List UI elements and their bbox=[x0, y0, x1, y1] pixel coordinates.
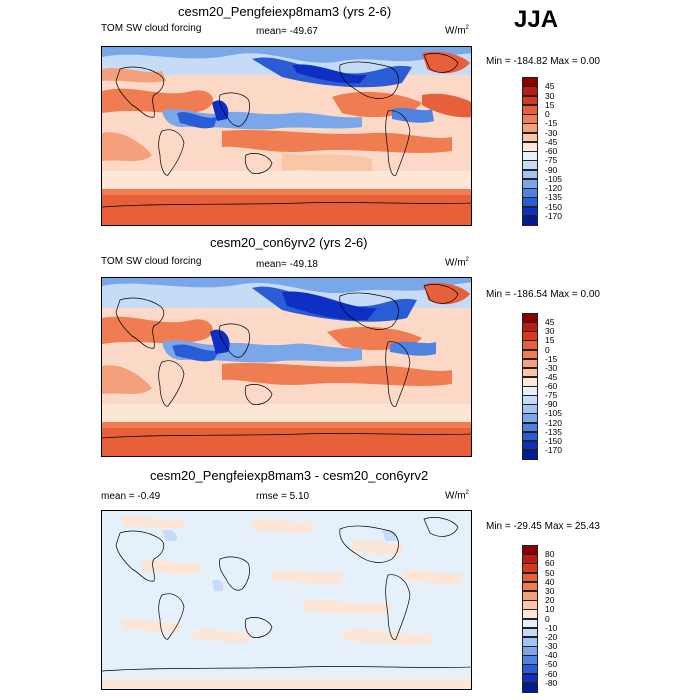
colorbar-2-tick-label: 15 bbox=[545, 335, 555, 346]
panel-3-colorbar bbox=[522, 545, 538, 693]
colorbar-1-tick-label: 0 bbox=[545, 109, 550, 119]
colorbar-1-tick-label: -60 bbox=[545, 146, 558, 156]
panel-3-title: cesm20_Pengfeiexp8mam3 - cesm20_con6yrv2 bbox=[150, 468, 429, 483]
colorbar-1-tick-label: -45 bbox=[545, 136, 558, 147]
panel-1-left-label: TOM SW cloud forcing bbox=[101, 23, 202, 34]
colorbar-3-tick-label: -80 bbox=[545, 677, 558, 688]
colorbar-2-tick-label: -120 bbox=[545, 417, 563, 428]
panel-2-left-label: TOM SW cloud forcing bbox=[101, 256, 202, 267]
panel-3-minmax: Min = -29.45 Max = 25.43 bbox=[486, 521, 600, 532]
colorbar-3-tick-label: 30 bbox=[545, 585, 555, 596]
panel-2-mean: mean= -49.18 bbox=[256, 259, 318, 270]
colorbar-1-tick-label: -105 bbox=[545, 173, 563, 184]
colorbar-1-tick-label: 15 bbox=[545, 99, 555, 110]
colorbar-3-tick-label: 10 bbox=[545, 604, 555, 615]
panel-2-colorbar bbox=[522, 313, 538, 460]
colorbar-3-tick-label: -20 bbox=[545, 631, 558, 642]
panel-3-field bbox=[102, 511, 471, 689]
colorbar-2-swatch bbox=[522, 449, 538, 460]
colorbar-1-tick-label: -15 bbox=[545, 118, 558, 129]
colorbar-3-tick-label: 40 bbox=[545, 576, 555, 587]
colorbar-1-tick-label: -135 bbox=[545, 192, 563, 203]
panel-1-minmax: Min = -184.82 Max = 0.00 bbox=[486, 56, 600, 67]
colorbar-2-tick-label: -30 bbox=[545, 362, 558, 373]
panel-1-mean: mean= -49.67 bbox=[256, 26, 318, 37]
colorbar-3-tick-label: 80 bbox=[545, 549, 555, 560]
colorbar-2-tick-label: -105 bbox=[545, 408, 563, 419]
colorbar-1-tick-label: -90 bbox=[545, 164, 558, 175]
panel-1-title: cesm20_Pengfeiexp8mam3 (yrs 2-6) bbox=[178, 4, 392, 19]
colorbar-1-tick-label: -120 bbox=[545, 183, 563, 193]
panel-1-units: W/m2 bbox=[445, 25, 469, 37]
panel-3-units: W/m2 bbox=[445, 490, 469, 502]
colorbar-3-tick-label: -60 bbox=[545, 668, 558, 679]
panel-3-map bbox=[101, 510, 472, 690]
colorbar-2-tick-label: -90 bbox=[545, 399, 558, 410]
colorbar-2-tick-label: -135 bbox=[545, 426, 563, 437]
colorbar-2-tick-label: -75 bbox=[545, 390, 558, 401]
colorbar-3-tick-label: -50 bbox=[545, 659, 558, 670]
colorbar-2-tick-label: -150 bbox=[545, 435, 563, 446]
panel-2-field bbox=[102, 278, 471, 456]
panel-2-title: cesm20_con6yrv2 (yrs 2-6) bbox=[210, 235, 368, 250]
colorbar-3-tick-label: -30 bbox=[545, 641, 558, 652]
colorbar-1-tick-label: -75 bbox=[545, 155, 558, 166]
colorbar-1-tick-label: 30 bbox=[545, 90, 555, 101]
colorbar-3-tick-label: 50 bbox=[545, 567, 555, 578]
colorbar-3-tick-label: 20 bbox=[545, 595, 555, 606]
colorbar-1-tick-label: -150 bbox=[545, 201, 563, 212]
panel-1-map bbox=[101, 46, 472, 226]
colorbar-2-tick-label: -15 bbox=[545, 353, 558, 364]
colorbar-3-tick-label: 0 bbox=[545, 613, 550, 624]
panel-3-mean: mean = -0.49 bbox=[101, 491, 161, 502]
colorbar-1-swatch bbox=[522, 215, 538, 226]
colorbar-2-tick-label: -45 bbox=[545, 371, 558, 382]
colorbar-3-swatch bbox=[522, 682, 538, 693]
panel-2-units: W/m2 bbox=[445, 257, 469, 269]
colorbar-3-tick-label: 60 bbox=[545, 558, 555, 569]
colorbar-3-tick-label: -10 bbox=[545, 622, 558, 633]
colorbar-2-tick-label: -60 bbox=[545, 381, 558, 391]
colorbar-2-tick-label: 45 bbox=[545, 317, 555, 328]
colorbar-1-tick-label: -170 bbox=[545, 210, 563, 221]
colorbar-2-tick-label: -170 bbox=[545, 444, 563, 455]
colorbar-1-tick-label: 45 bbox=[545, 81, 555, 92]
colorbar-1-tick-label: -30 bbox=[545, 127, 558, 138]
panel-1-field bbox=[102, 47, 471, 225]
panel-1-colorbar bbox=[522, 77, 538, 226]
panel-2-map bbox=[101, 277, 472, 457]
season-label: JJA bbox=[514, 6, 559, 33]
colorbar-2-tick-label: 30 bbox=[545, 326, 555, 337]
colorbar-2-tick-label: 0 bbox=[545, 344, 550, 355]
panel-2-minmax: Min = -186.54 Max = 0.00 bbox=[486, 289, 600, 300]
colorbar-3-tick-label: -40 bbox=[545, 650, 558, 661]
panel-3-rmse: rmse = 5.10 bbox=[256, 491, 310, 502]
